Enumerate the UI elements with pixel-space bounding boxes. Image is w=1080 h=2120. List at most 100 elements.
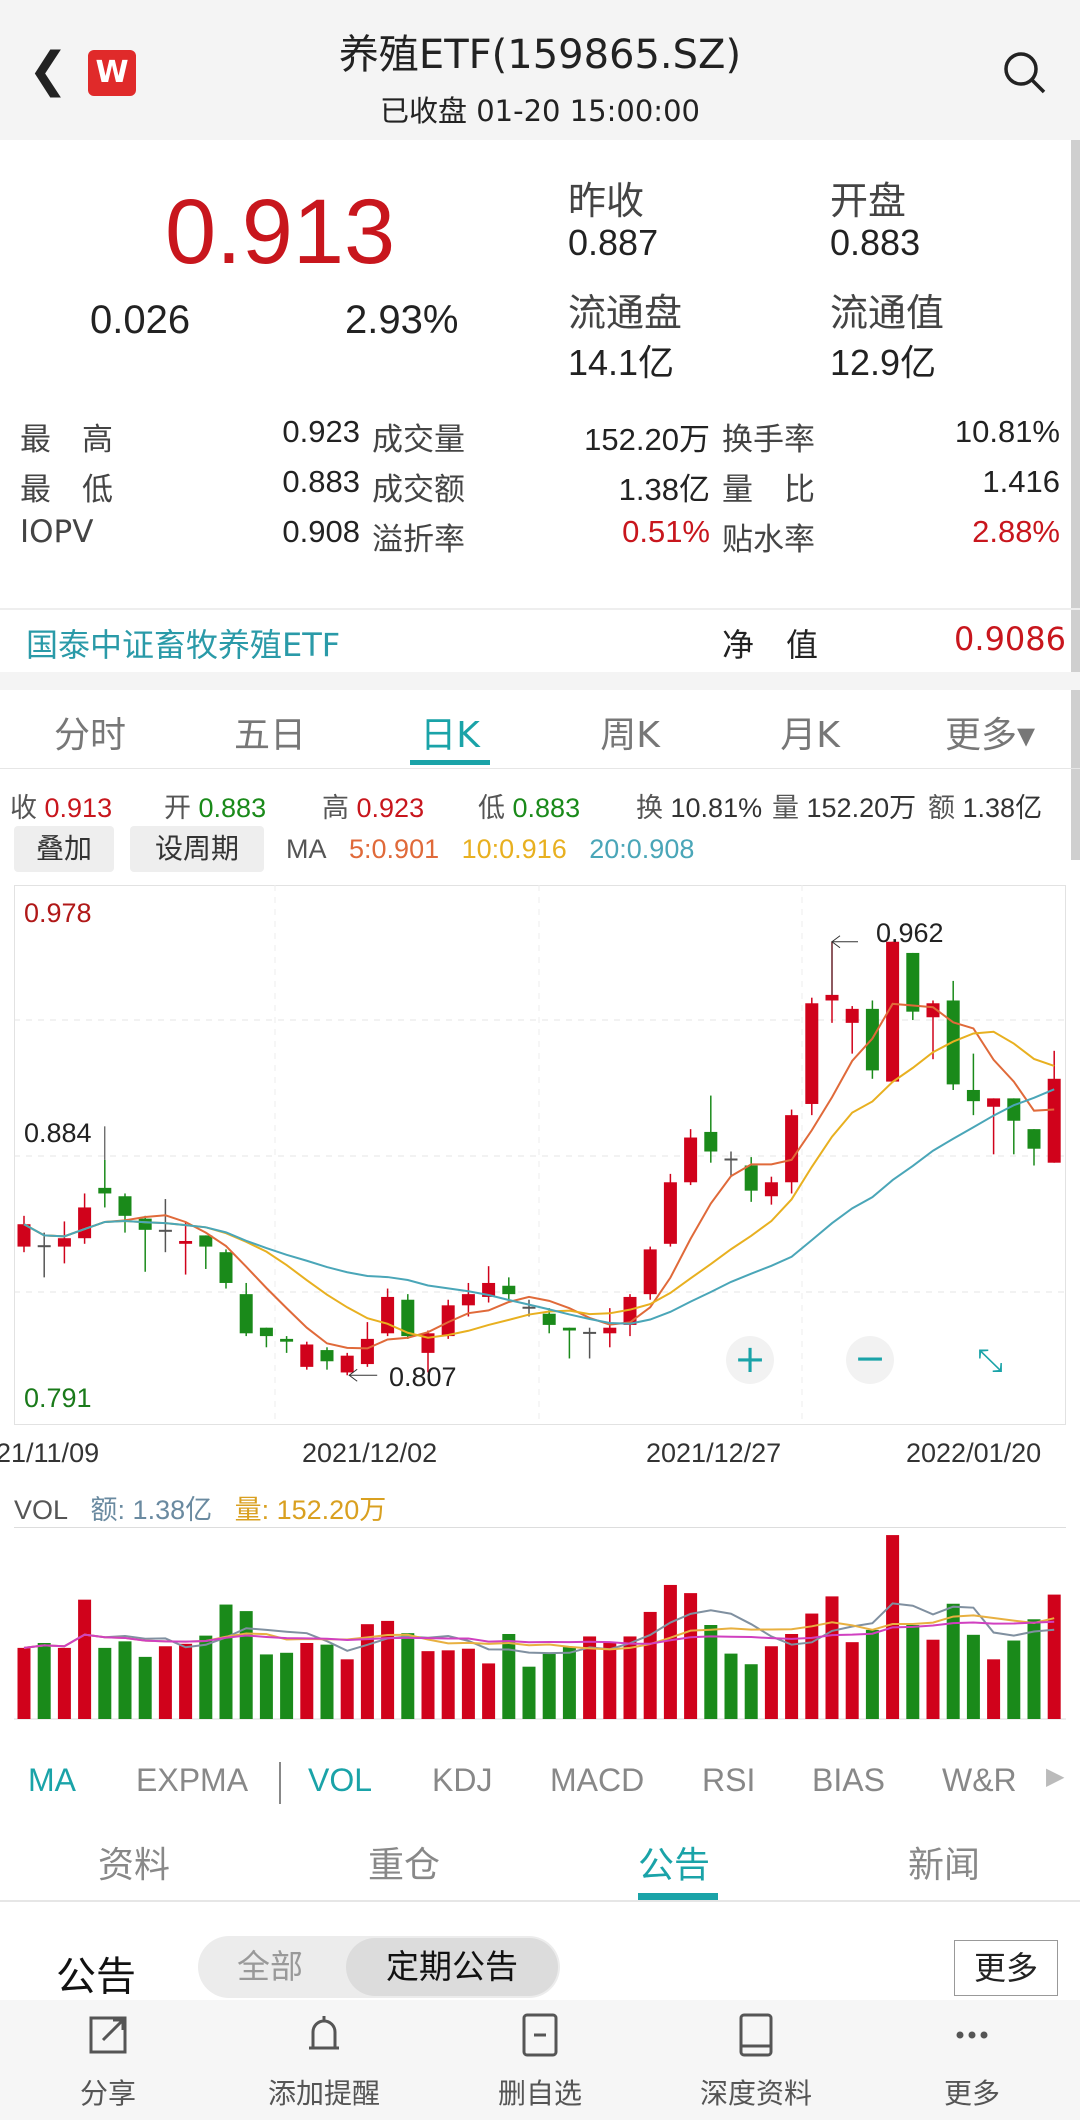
candle <box>785 1109 799 1194</box>
candle <box>239 1282 253 1337</box>
scroll-right-icon[interactable]: ▶ <box>1046 1762 1065 1790</box>
volume-bar <box>340 1659 354 1719</box>
bottom-action-0[interactable]: 分享 <box>18 2006 198 2116</box>
candle <box>643 1246 657 1300</box>
volume-bar <box>17 1647 31 1719</box>
more-announcements-button[interactable]: 更多 <box>954 1940 1058 1996</box>
candle <box>57 1221 71 1264</box>
stat-value: 152.20万 <box>584 422 710 457</box>
candle <box>906 952 920 1021</box>
candle <box>138 1215 152 1272</box>
scrollbar[interactable] <box>1071 140 1080 860</box>
candle-body <box>805 1003 819 1104</box>
back-icon[interactable]: ❮ <box>28 42 69 98</box>
float-shares-value: 14.1亿 <box>568 342 675 383</box>
volume-bar <box>522 1666 536 1719</box>
bottom-action-2[interactable]: 删自选 <box>450 2006 630 2116</box>
info-label: 高 <box>322 793 349 823</box>
candlestick-chart[interactable] <box>14 885 1066 1425</box>
info-label: 额 <box>928 793 955 823</box>
nav-label: 净 值 <box>722 626 819 664</box>
zoom-in-button[interactable]: + <box>726 1336 774 1384</box>
overlay-button[interactable]: 叠加 <box>14 826 114 872</box>
fund-name-link[interactable]: 国泰中证畜牧养殖ETF <box>26 626 341 664</box>
volume-chart[interactable] <box>14 1527 1066 1723</box>
volume-bar <box>401 1633 415 1719</box>
filter-all[interactable]: 全部 <box>237 1947 303 1986</box>
bottom-action-1[interactable]: 添加提醒 <box>234 2006 414 2116</box>
tab-2[interactable]: 日K <box>420 715 480 756</box>
candle-body <box>138 1218 152 1230</box>
info-item: 低 0.883 <box>478 786 580 825</box>
prev-close-label: 昨收 <box>568 179 645 223</box>
volume-bar <box>744 1664 758 1719</box>
volume-legend: VOL 额: 1.38亿 量: 152.20万 <box>14 1488 386 1527</box>
info-tab-1[interactable]: 重仓 <box>367 1845 440 1886</box>
tab-5[interactable]: 更多▾ <box>944 715 1036 756</box>
candle <box>179 1221 193 1275</box>
candle-body <box>280 1338 294 1342</box>
candle-body <box>57 1238 71 1247</box>
more-icon <box>956 2031 988 2039</box>
info-item: 开 0.883 <box>164 786 266 825</box>
candle <box>158 1199 172 1253</box>
tab-4[interactable]: 月K <box>780 715 840 756</box>
tab-1[interactable]: 五日 <box>233 715 306 756</box>
app-logo[interactable]: W <box>88 50 136 96</box>
ma-label: MA <box>286 834 327 864</box>
candle-body <box>845 1008 859 1023</box>
candle <box>1027 1129 1041 1166</box>
candle-body <box>886 941 900 1082</box>
indicator-w-r[interactable]: W&R <box>942 1762 1017 1798</box>
candle <box>764 1176 778 1205</box>
bell-icon <box>309 2016 339 2050</box>
volume-bar <box>562 1647 576 1719</box>
candle <box>280 1336 294 1353</box>
stat-value: 1.38亿 <box>618 472 710 507</box>
stat-value: 0.908 <box>282 514 360 549</box>
bottom-action-4[interactable]: 更多 <box>882 2006 1062 2116</box>
indicator-ma[interactable]: MA <box>28 1762 76 1798</box>
candle-body <box>987 1098 1001 1107</box>
candle <box>17 1215 31 1253</box>
volume-bar <box>421 1651 435 1719</box>
x-tick-label: 2021/12/02 <box>302 1438 438 1468</box>
filter-periodic[interactable]: 定期公告 <box>346 1938 558 1996</box>
float-value-label: 流通值 <box>830 291 945 335</box>
stat-value: 10.81% <box>954 414 1060 449</box>
volume-bar <box>118 1641 132 1719</box>
set-period-button[interactable]: 设周期 <box>130 826 264 872</box>
indicator-expma[interactable]: EXPMA <box>136 1762 249 1798</box>
volume-bar <box>623 1636 637 1719</box>
candle <box>603 1308 617 1348</box>
indicator-bias[interactable]: BIAS <box>812 1762 885 1798</box>
zoom-out-button[interactable]: − <box>846 1336 894 1384</box>
candle-body <box>78 1207 92 1239</box>
tab-0[interactable]: 分时 <box>53 715 126 756</box>
announcements-title: 公告 <box>56 1954 136 2000</box>
open-label: 开盘 <box>830 179 907 223</box>
volume-bar <box>158 1646 172 1719</box>
info-tab-2[interactable]: 公告 <box>637 1845 710 1886</box>
indicator-vol[interactable]: VOL <box>308 1762 373 1798</box>
volume-bar <box>1007 1640 1021 1719</box>
info-tab-3[interactable]: 新闻 <box>907 1845 980 1886</box>
volume-bar <box>482 1663 496 1719</box>
tab-3[interactable]: 周K <box>600 715 660 756</box>
search-icon[interactable] <box>1000 48 1048 96</box>
x-tick-label: 2021/12/27 <box>646 1438 782 1468</box>
indicator-kdj[interactable]: KDJ <box>432 1762 493 1798</box>
bottom-toolbar <box>0 2000 1080 2120</box>
candle <box>78 1193 92 1244</box>
annotation-mid: 0.884 <box>24 1118 92 1148</box>
candle <box>1047 1050 1061 1163</box>
volume-bar <box>643 1611 657 1719</box>
fullscreen-icon[interactable]: ⤡ <box>977 1341 1003 1379</box>
candle-body <box>603 1327 617 1334</box>
info-tab-0[interactable]: 资料 <box>97 1845 170 1886</box>
indicator-macd[interactable]: MACD <box>550 1762 645 1798</box>
candle-body <box>684 1137 698 1183</box>
indicator-rsi[interactable]: RSI <box>702 1762 756 1798</box>
stat-label: 换手率 <box>722 422 815 458</box>
bottom-action-3[interactable]: 深度资料 <box>666 2006 846 2116</box>
